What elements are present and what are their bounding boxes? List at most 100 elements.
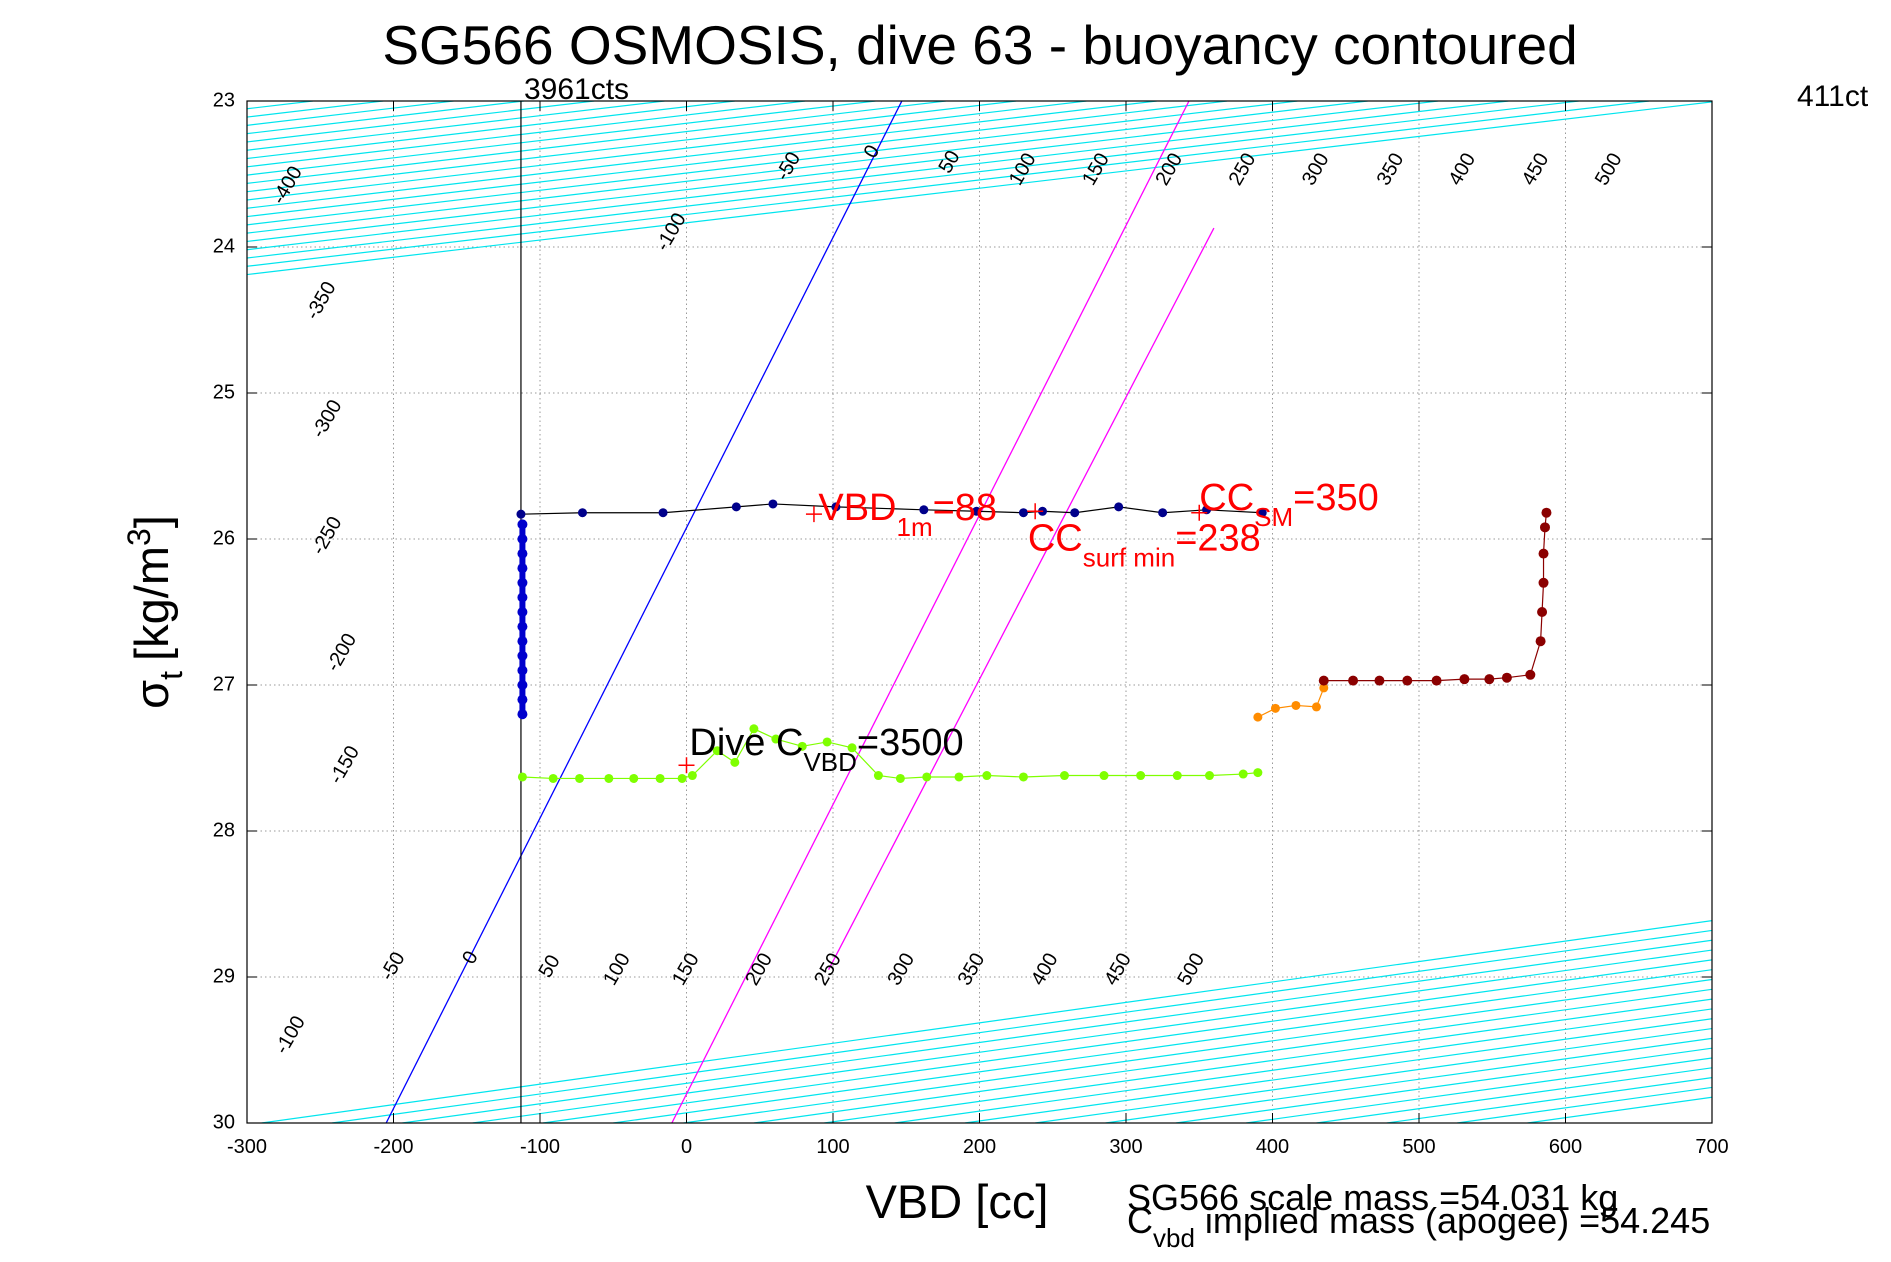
data-point bbox=[1205, 771, 1215, 781]
data-point bbox=[1018, 508, 1028, 518]
data-point bbox=[629, 773, 639, 783]
data-point bbox=[655, 773, 665, 783]
y-axis-label-sub: t bbox=[153, 671, 189, 680]
data-point bbox=[831, 502, 841, 512]
contour-line-lower bbox=[261, 920, 1712, 1123]
buoyancy-contours bbox=[247, 101, 1712, 1123]
data-point bbox=[922, 772, 932, 782]
y-tick-label: 25 bbox=[213, 381, 235, 403]
data-point bbox=[1018, 772, 1028, 782]
data-point bbox=[1539, 522, 1550, 533]
x-tick-label: 0 bbox=[681, 1136, 692, 1158]
reference-marker bbox=[678, 757, 695, 774]
highlight-line-magenta-1 bbox=[671, 101, 1190, 1123]
annotation-sub: SM bbox=[1254, 502, 1293, 532]
y-tick-label: 28 bbox=[213, 819, 235, 841]
data-point bbox=[1291, 700, 1301, 710]
annotation-value: =350 bbox=[1293, 477, 1379, 519]
data-point bbox=[517, 680, 528, 690]
data-point bbox=[517, 607, 528, 617]
data-point bbox=[972, 506, 982, 516]
data-point bbox=[712, 746, 722, 756]
data-point bbox=[517, 592, 528, 603]
right-corner-text: 411ct bbox=[1797, 80, 1869, 113]
reference-marker bbox=[1027, 503, 1044, 520]
data-point bbox=[1374, 675, 1385, 686]
svg-text:σt[kg/m3]: σt [kg/m3] bbox=[121, 515, 189, 709]
y-axis-label-unit: [kg/m bbox=[125, 546, 178, 661]
y-tick-label: 24 bbox=[213, 235, 235, 257]
data-point bbox=[604, 773, 614, 783]
data-point bbox=[1348, 675, 1359, 686]
reference-marker bbox=[1191, 504, 1208, 521]
contour-line-upper bbox=[247, 101, 1712, 276]
data-point bbox=[1459, 674, 1470, 685]
data-point bbox=[517, 636, 528, 647]
data-point bbox=[1535, 636, 1546, 647]
data-point bbox=[919, 505, 929, 515]
data-point bbox=[517, 519, 528, 530]
annotation-sub: 1m bbox=[896, 512, 932, 542]
reference-markers bbox=[678, 503, 1208, 774]
highlight-line-magenta-2 bbox=[828, 227, 1215, 970]
annotation-sub: VBD bbox=[803, 747, 856, 777]
y-tick-label: 26 bbox=[213, 527, 235, 549]
data-point bbox=[797, 741, 807, 751]
data-point bbox=[730, 757, 740, 767]
axis-ticks: -300 -200 -100 0 100 200 300 400 500 600 700 23 24 25… bbox=[213, 89, 1729, 1158]
x-tick-label: 300 bbox=[1109, 1136, 1142, 1158]
x-tick-label: -200 bbox=[373, 1136, 413, 1158]
x-tick-label: 100 bbox=[816, 1136, 849, 1158]
data-point bbox=[1484, 674, 1495, 685]
implied-mass-rest: implied mass (apogee) =54.245 bbox=[1195, 1200, 1710, 1241]
x-tick-label: 700 bbox=[1695, 1136, 1728, 1158]
data-point bbox=[1114, 502, 1124, 512]
data-point bbox=[873, 771, 883, 781]
implied-mass-text: Cvbd implied mass (apogee) =54.245 bbox=[1127, 1200, 1710, 1253]
dive-series bbox=[516, 499, 1552, 783]
data-point bbox=[1059, 771, 1069, 781]
data-point bbox=[1319, 683, 1329, 693]
data-point bbox=[847, 743, 857, 753]
data-point bbox=[822, 737, 832, 747]
annotation-vbd-1m: VBD1m=88 bbox=[818, 487, 997, 542]
data-point bbox=[517, 534, 528, 544]
data-point bbox=[895, 773, 905, 783]
y-tick-label: 29 bbox=[213, 965, 235, 987]
annotation-sub: surf min bbox=[1083, 543, 1175, 573]
data-point bbox=[1136, 771, 1146, 781]
annotation-value: =88 bbox=[933, 487, 997, 529]
x-axis-label: VBD [cc] bbox=[866, 1175, 1049, 1228]
data-point bbox=[1099, 771, 1109, 781]
annotation-value: =238 bbox=[1175, 518, 1261, 560]
data-point bbox=[768, 499, 778, 509]
data-point bbox=[1158, 508, 1168, 518]
annotation-main: VBD bbox=[818, 487, 896, 529]
y-tick-label: 27 bbox=[213, 673, 235, 695]
annotation-main: CC bbox=[1199, 477, 1254, 519]
x-tick-label: 500 bbox=[1402, 1136, 1435, 1158]
chart-title: SG566 OSMOSIS, dive 63 - buoyancy contou… bbox=[382, 14, 1577, 76]
data-point bbox=[516, 509, 526, 519]
x-tick-label: 400 bbox=[1256, 1136, 1289, 1158]
data-point bbox=[1318, 675, 1329, 686]
data-point bbox=[1501, 672, 1512, 683]
x-tick-label: -100 bbox=[520, 1136, 560, 1158]
y-axis-label-sup: 3 bbox=[121, 528, 157, 546]
data-point bbox=[1402, 675, 1413, 686]
contour-line-lower bbox=[402, 939, 1712, 1123]
y-axis-label-close: ] bbox=[125, 515, 178, 528]
y-tick-label: 23 bbox=[213, 89, 235, 111]
data-point bbox=[1538, 577, 1549, 588]
data-point bbox=[1311, 702, 1321, 712]
data-point bbox=[517, 548, 528, 559]
annotation-dive-cvbd: Dive CVBD=3500 bbox=[689, 722, 963, 777]
data-point bbox=[1172, 771, 1182, 781]
data-point bbox=[517, 709, 528, 720]
data-point bbox=[517, 563, 528, 574]
data-point bbox=[1253, 712, 1263, 722]
annotation-value: =3500 bbox=[857, 722, 964, 764]
scale-mass-text: SG566 scale mass =54.031 kg bbox=[1127, 1177, 1618, 1218]
